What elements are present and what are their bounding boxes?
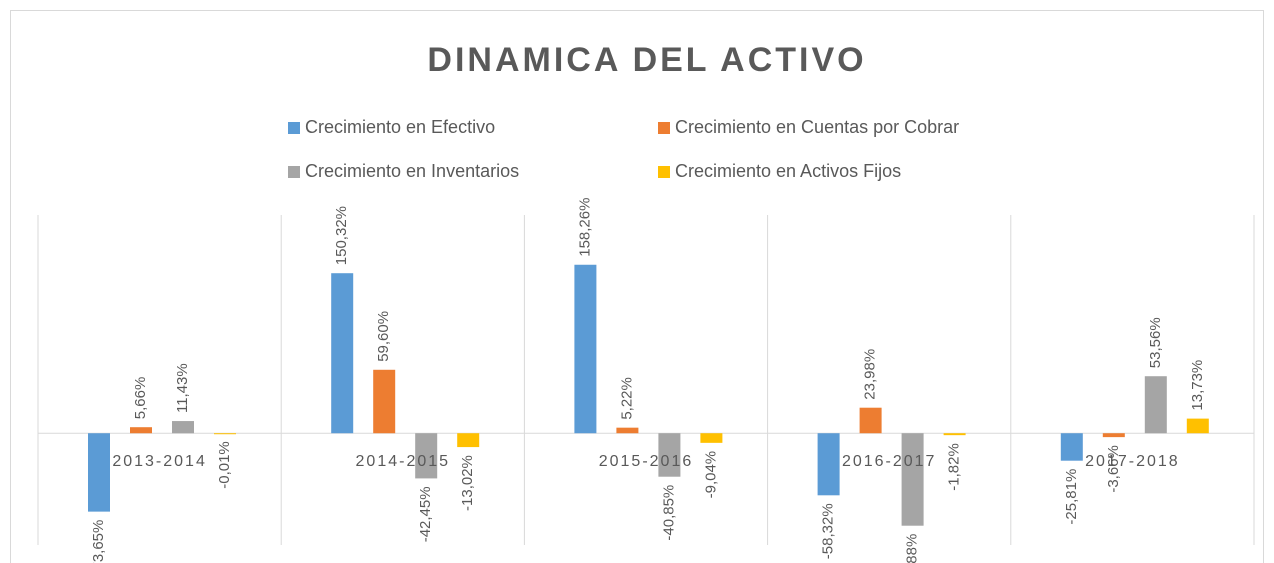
- data-label: -86,88%: [904, 534, 921, 563]
- bar: [331, 273, 354, 434]
- bar: [901, 433, 924, 526]
- data-label: -13,02%: [459, 455, 476, 511]
- bar: [700, 433, 723, 443]
- legend-swatch: [288, 122, 300, 134]
- data-label: -73,65%: [90, 520, 107, 563]
- bar: [172, 421, 194, 434]
- data-label: -9,04%: [702, 451, 719, 499]
- legend-swatch: [288, 166, 300, 178]
- data-label: -42,45%: [417, 486, 434, 542]
- x-tick-label: 2013-2014: [112, 453, 207, 470]
- bar: [457, 433, 480, 448]
- bar: [130, 427, 152, 434]
- bar: [1186, 418, 1209, 434]
- bar: [415, 433, 438, 479]
- bar: [373, 369, 396, 434]
- legend-label: Crecimiento en Cuentas por Cobrar: [675, 117, 959, 137]
- x-tick-label: 2017-2018: [1085, 453, 1180, 470]
- legend-swatch: [658, 166, 670, 178]
- chart-title: DINAMICA DEL ACTIVO: [427, 41, 866, 79]
- chart-border: [10, 10, 1264, 563]
- bar: [943, 433, 966, 436]
- data-label: 23,98%: [862, 349, 879, 400]
- data-label: 5,66%: [132, 377, 149, 420]
- data-label: -58,32%: [820, 503, 837, 559]
- data-label: 11,43%: [174, 363, 191, 413]
- bar: [88, 433, 110, 512]
- x-tick-label: 2016-2017: [842, 453, 937, 470]
- data-label: 59,60%: [375, 311, 392, 362]
- data-label: -3,66%: [1105, 445, 1122, 493]
- bar: [214, 433, 236, 435]
- data-label: -1,82%: [946, 443, 963, 491]
- bar: [574, 264, 597, 434]
- bar: [1144, 376, 1167, 434]
- data-label: 13,73%: [1189, 360, 1206, 411]
- bar: [658, 433, 681, 477]
- legend-swatch: [658, 122, 670, 134]
- bar: [859, 407, 882, 434]
- x-tick-label: 2014-2015: [356, 453, 451, 470]
- data-label: 158,26%: [576, 198, 593, 257]
- bar: [817, 433, 840, 496]
- legend-label: Crecimiento en Activos Fijos: [675, 161, 901, 181]
- legend-label: Crecimiento en Efectivo: [305, 117, 495, 137]
- bar: [616, 427, 639, 434]
- bar: [1102, 433, 1125, 438]
- data-label: -40,85%: [660, 485, 677, 541]
- data-label: 150,32%: [333, 206, 350, 265]
- data-label: 53,56%: [1147, 317, 1164, 368]
- data-label: -25,81%: [1063, 469, 1080, 525]
- bar: [1060, 433, 1083, 461]
- data-label: -0,01%: [216, 441, 233, 489]
- x-tick-label: 2015-2016: [599, 453, 694, 470]
- legend-label: Crecimiento en Inventarios: [305, 161, 519, 181]
- data-label: 5,22%: [618, 377, 635, 420]
